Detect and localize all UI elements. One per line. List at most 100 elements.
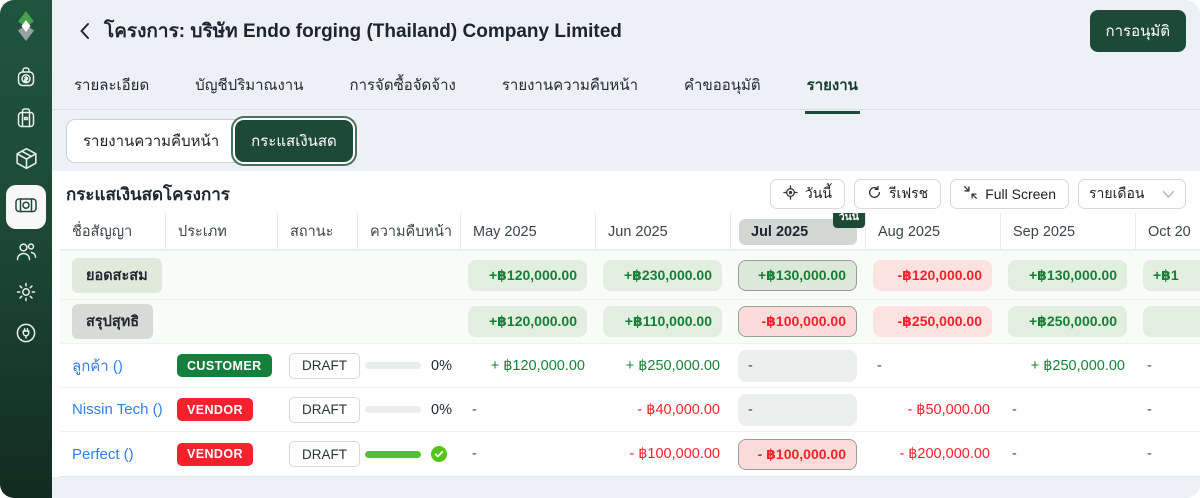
sidebar (0, 0, 52, 498)
contract-value-0-3: - (877, 357, 882, 374)
contract-value-2-0: - (472, 446, 477, 462)
summary-value-0-1: +฿230,000.00 (603, 259, 722, 291)
sidebar-item-cashflow[interactable] (6, 185, 46, 229)
contract-value-2-1: - ฿100,000.00 (629, 446, 720, 462)
contract-value-0-4: + ฿250,000.00 (1030, 357, 1125, 374)
contract-link[interactable]: Nissin Tech () (72, 401, 163, 418)
approval-button[interactable]: การอนุมัติ (1089, 10, 1186, 52)
panel-header: กระแสเงินสดโครงการ วันนี้ รีเฟรช Full Sc… (52, 171, 1200, 213)
subtab-0[interactable]: รายงานความคืบหน้า (83, 132, 220, 150)
contract-type-cell: CUSTOMER (165, 354, 277, 377)
table-bottom-border (60, 476, 1200, 477)
contract-value-0-5: - (1147, 357, 1152, 374)
contract-value-1-4: - (1012, 401, 1017, 418)
table-body: ยอดสะสม +฿120,000.00 +฿230,000.00 +฿130,000… (60, 250, 1200, 476)
period-select[interactable]: รายเดือน (1078, 179, 1186, 209)
tab-5[interactable]: รายงาน (804, 59, 860, 114)
column-header-3: ความคืบหน้า (357, 213, 460, 250)
contract-row-0: ลูกค้า () CUSTOMER DRAFT 0% + ฿120,000.00 + ฿… (60, 343, 1200, 387)
today-column-header: Jul 2025 วันนี้ (739, 213, 865, 245)
tab-1[interactable]: บัญชีปริมาณงาน (195, 77, 304, 94)
today-badge: วันนี้ (832, 213, 865, 228)
sidebar-item-projects[interactable] (6, 101, 46, 139)
summary-row-1: สรุปสุทธิ +฿120,000.00 +฿110,000.00 -฿100,0… (60, 299, 1200, 343)
sidebar-item-users[interactable] (6, 234, 46, 272)
summary-value-1-1: +฿110,000.00 (603, 306, 722, 337)
app-logo-icon (11, 8, 41, 44)
main-area: โครงการ: บริษัท Endo forging (Thailand) … (52, 0, 1200, 498)
summary-value-0-0: +฿120,000.00 (468, 259, 587, 291)
cashflow-panel: กระแสเงินสดโครงการ วันนี้ รีเฟรช Full Sc… (52, 171, 1200, 477)
column-header-5: Jun 2025 (595, 213, 730, 250)
status-badge: DRAFT (289, 352, 360, 379)
contract-value-1-3: - ฿50,000.00 (907, 401, 990, 418)
today-button[interactable]: วันนี้ (769, 179, 845, 209)
fullscreen-icon (963, 185, 978, 203)
sidebar-item-inventory[interactable] (6, 142, 46, 180)
contract-link[interactable]: ลูกค้า () (72, 357, 123, 375)
column-header-2: สถานะ (277, 213, 357, 250)
sidebar-item-settings[interactable] (6, 275, 46, 313)
contract-status-cell: DRAFT (277, 396, 360, 423)
summary-value-1-0: +฿120,000.00 (468, 306, 587, 337)
column-header-1: ประเภท (165, 213, 277, 250)
progress-complete-icon (431, 446, 447, 462)
sidebar-item-integrations[interactable] (6, 316, 46, 354)
fullscreen-button[interactable]: Full Screen (950, 179, 1069, 209)
contract-link[interactable]: Perfect () (72, 445, 134, 463)
type-badge: VENDOR (177, 398, 253, 421)
type-badge: VENDOR (177, 442, 253, 466)
tab-0[interactable]: รายละเอียด (74, 77, 150, 94)
contract-value-0-2: - (738, 349, 857, 382)
page-title: โครงการ: บริษัท Endo forging (Thailand) … (104, 21, 622, 42)
contract-row-1: Nissin Tech () VENDOR DRAFT 0% - - ฿40,000.00… (60, 387, 1200, 431)
toolbar: วันนี้ รีเฟรช Full Screen รายเดือน (769, 179, 1186, 209)
tab-4[interactable]: คำขออนุมัติ (684, 77, 761, 94)
refresh-button[interactable]: รีเฟรช (853, 179, 942, 209)
contract-name-cell: Nissin Tech () (60, 401, 165, 418)
summary-value-0-2: +฿130,000.00 (738, 259, 857, 291)
tab-2[interactable]: การจัดซื้อจัดจ้าง (349, 77, 456, 94)
subtab-area: รายงานความคืบหน้า กระแสเงินสด (52, 110, 1200, 171)
package-icon (13, 145, 40, 177)
column-header-6: Jul 2025 วันนี้ (730, 213, 865, 250)
progress-cell (357, 446, 460, 462)
contract-value-0-0: + ฿120,000.00 (490, 357, 585, 374)
locate-icon (783, 185, 798, 203)
tab-3[interactable]: รายงานความคืบหน้า (501, 77, 639, 94)
subtab-1[interactable]: กระแสเงินสด (235, 119, 353, 162)
briefcase-icon (13, 105, 39, 136)
cashflow-table: ชื่อสัญญา ประเภท สถานะ ความคืบหน้า May 2025 J… (60, 213, 1200, 477)
plug-icon (13, 320, 39, 351)
users-icon (13, 238, 39, 269)
summary-value-1-4: +฿250,000.00 (1008, 306, 1127, 337)
contract-value-2-5: - (1147, 446, 1152, 462)
contract-status-cell: DRAFT (277, 352, 360, 379)
sidebar-item-finance[interactable] (6, 60, 46, 98)
summary-value-0-3: -฿120,000.00 (873, 259, 992, 291)
summary-label-cell: สรุปสุทธิ (60, 304, 165, 339)
progress-label: 0% (431, 357, 452, 374)
progress-cell: 0% (357, 402, 460, 418)
progress-bar-fill (365, 450, 421, 458)
summary-value-1-2: -฿100,000.00 (738, 306, 857, 337)
back-button[interactable] (72, 19, 96, 43)
refresh-icon (867, 185, 882, 203)
gear-icon (13, 279, 39, 310)
column-header-4: May 2025 (460, 213, 595, 250)
summary-row-0: ยอดสะสม +฿120,000.00 +฿230,000.00 +฿130,000… (60, 250, 1200, 299)
progress-bar (365, 362, 421, 369)
contract-value-2-3: - ฿200,000.00 (899, 446, 990, 462)
contract-value-1-1: - ฿40,000.00 (637, 401, 720, 418)
page-header: โครงการ: บริษัท Endo forging (Thailand) … (52, 0, 1200, 62)
contract-type-cell: VENDOR (165, 398, 277, 421)
progress-label: 0% (431, 401, 452, 418)
contract-status-cell: DRAFT (277, 441, 360, 467)
progress-cell: 0% (357, 358, 460, 374)
column-header-7: Aug 2025 (865, 213, 1000, 250)
status-badge: DRAFT (289, 396, 360, 423)
summary-value-0-4: +฿130,000.00 (1008, 259, 1127, 291)
column-header-0: ชื่อสัญญา (72, 224, 133, 240)
banknote-icon (12, 192, 40, 223)
